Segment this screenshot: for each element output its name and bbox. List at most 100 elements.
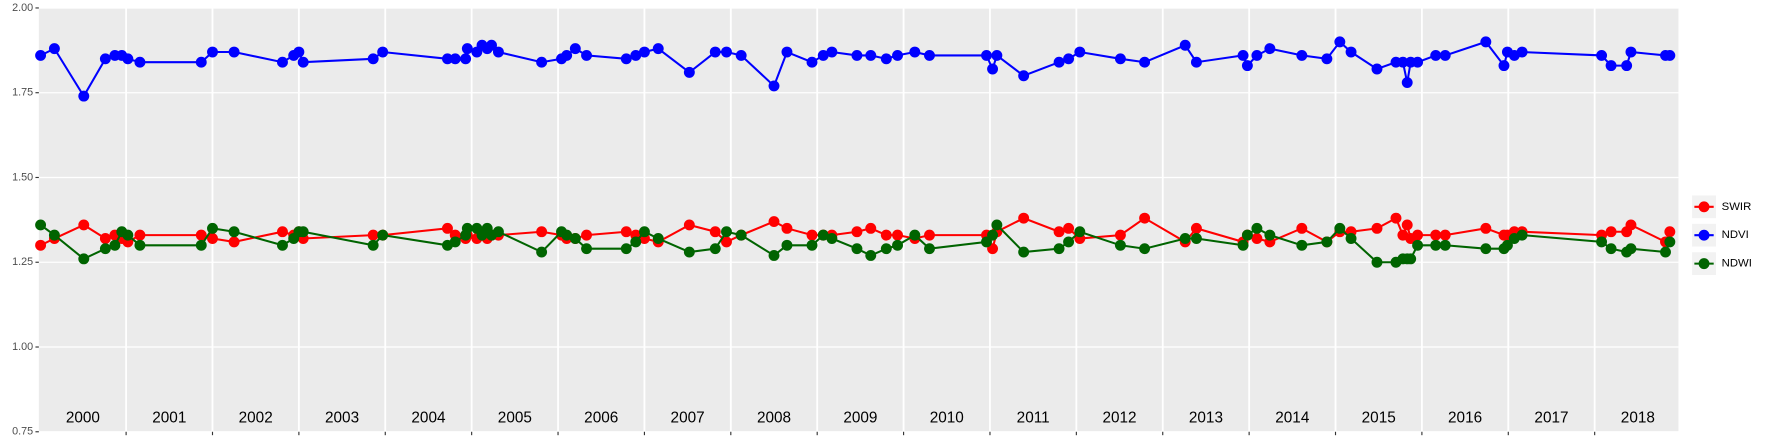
data-point [865,222,877,234]
data-point [1321,53,1333,65]
year-label: 2012 [1102,409,1136,426]
year-label: 2016 [1448,409,1482,426]
data-point [709,226,721,238]
data-point [48,43,60,55]
data-point [1190,222,1202,234]
data-point [1334,36,1346,48]
data-point [851,226,863,238]
data-point [1264,43,1276,55]
data-point [1501,239,1513,251]
data-point [1430,49,1442,61]
data-point [1139,56,1151,68]
data-point [297,56,309,68]
y-tick-label: 1.50 [12,171,33,183]
data-point [1439,49,1451,61]
data-point [1114,239,1126,251]
data-point [768,80,780,92]
data-point [683,66,695,78]
data-point [1371,256,1383,268]
data-point [1063,53,1075,65]
data-point [721,46,732,58]
data-point [1251,49,1263,61]
data-point [1430,239,1442,251]
data-point [991,219,1003,231]
data-point [1063,222,1075,234]
data-point [1190,56,1202,68]
marks [35,36,1676,268]
data-point [569,43,581,55]
data-point [228,236,240,248]
data-point [683,246,695,258]
legend: SWIR NDVI NDWI [1692,195,1752,275]
data-point [709,46,721,58]
year-label: 2005 [498,409,532,426]
data-point [620,243,632,255]
data-point [492,46,504,58]
data-point [1660,246,1671,258]
data-point [1237,239,1249,251]
data-point [1480,243,1492,255]
data-point [1296,49,1308,61]
data-point [1018,70,1030,82]
data-point [377,229,389,241]
data-point [1401,219,1413,231]
data-point [865,49,877,61]
data-point [880,243,892,255]
data-point [109,239,121,251]
data-point [99,53,111,65]
data-point [207,233,218,244]
data-point [880,229,892,241]
year-label: 2009 [843,409,877,426]
data-point [630,49,642,61]
data-point [1596,49,1608,61]
data-point [1664,236,1676,248]
data-point [1625,219,1637,231]
data-point [195,239,207,251]
data-point [1179,39,1191,51]
data-point [1251,233,1263,244]
data-point [638,226,650,238]
data-point [1480,222,1492,234]
data-point [461,222,473,234]
legend-point [1698,201,1710,213]
data-point [1053,226,1065,238]
year-label: 2007 [671,409,705,426]
panel-background [38,7,1679,432]
data-point [367,239,379,251]
data-point [228,226,240,238]
data-point [892,239,903,251]
data-point [1251,222,1263,234]
data-point [1625,243,1637,255]
data-point [1241,229,1253,241]
data-point [569,233,581,244]
data-point [48,229,60,241]
data-point [449,53,461,65]
data-point [1405,253,1417,265]
data-point [1664,226,1676,238]
data-point [1397,56,1409,68]
legend-point [1698,229,1710,241]
data-point [1018,212,1030,224]
year-label: 2000 [66,409,100,426]
data-point [561,229,573,241]
data-point [1390,212,1402,224]
axes: 0.75 1.00 1.25 1.50 1.75 2.00 2000 2001 2002 2003… [12,2,1655,438]
data-point [1114,53,1126,65]
data-point [1596,236,1608,248]
y-tick-label: 0.75 [12,426,33,438]
data-point [924,49,935,61]
data-point [652,233,664,244]
grid [38,7,1679,433]
data-point [442,53,453,65]
data-point [768,216,780,228]
y-tick-label: 1.75 [12,87,33,99]
data-point [277,226,288,238]
data-point [1345,233,1357,244]
data-point [991,49,1003,61]
y-tick-label: 2.00 [12,2,33,14]
data-point [1139,243,1151,255]
data-point [35,49,47,61]
data-point [987,229,999,241]
